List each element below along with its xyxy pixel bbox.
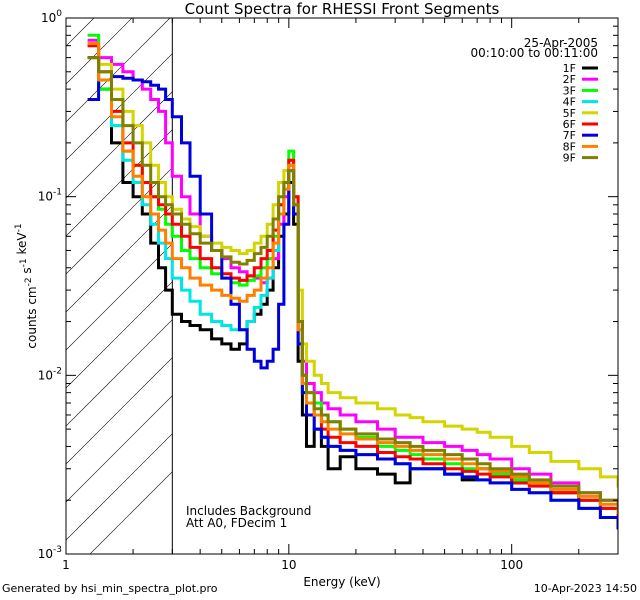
series-line-9F: [87, 56, 618, 510]
plot-frame: [65, 17, 619, 555]
series-layer: [87, 33, 618, 530]
legend-label-9F: 9F: [563, 152, 576, 165]
legend-time-range: 00:10:00 to 00:11:00: [471, 46, 598, 60]
chart-title: Count Spectra for RHESSI Front Segments: [185, 0, 500, 18]
x-tick-label: 10: [281, 558, 296, 572]
y-tick-label: 10-2: [38, 366, 62, 382]
legend-date: 25-Apr-2005: [524, 36, 598, 50]
x-tick-label: 1: [62, 558, 70, 572]
x-tick-label: 100: [500, 558, 523, 572]
hatch-line: [66, 18, 323, 275]
axes: 1 10 100 100 10-1 10-2 10-3: [38, 9, 619, 572]
y-axis-label-text: counts cm-2 s-1 keV-1: [14, 223, 39, 348]
legend-label-2F: 2F: [563, 73, 576, 86]
y-axis-label: counts cm-2 s-1 keV-1: [14, 223, 39, 348]
hatch-line: [66, 18, 171, 123]
legend-label-7F: 7F: [563, 129, 576, 142]
x-axis-label: Energy (keV): [303, 575, 380, 589]
footer-generated-by: Generated by hsi_min_spectra_plot.pro: [2, 582, 218, 595]
legend-label-5F: 5F: [563, 107, 576, 120]
y-tick-label: 100: [41, 9, 62, 25]
legend-label-8F: 8F: [563, 140, 576, 153]
hatch-line: [66, 18, 209, 161]
y-tick-label: 10-1: [38, 188, 62, 204]
legend-label-3F: 3F: [563, 84, 576, 97]
annotation-background: Includes Background: [186, 504, 311, 518]
series-line-1F: [87, 56, 618, 524]
footer-timestamp: 10-Apr-2023 14:50: [533, 582, 637, 595]
series-line-7F: [87, 75, 618, 530]
legend-label-6F: 6F: [563, 118, 576, 131]
annotation-attenuator: Att A0, FDecim 1: [186, 516, 287, 530]
legend-label-4F: 4F: [563, 96, 576, 109]
legend-label-1F: 1F: [563, 62, 576, 75]
y-tick-label: 10-3: [38, 545, 62, 561]
